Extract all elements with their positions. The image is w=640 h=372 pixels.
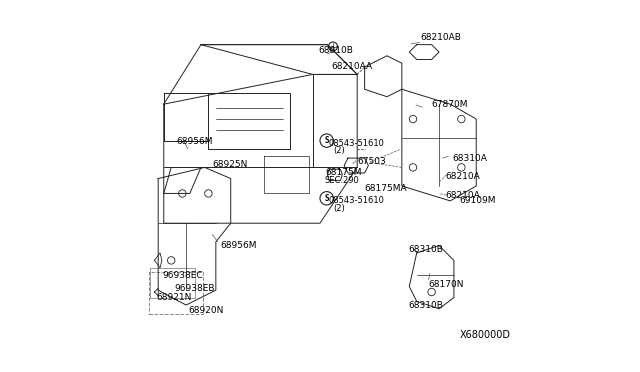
Text: S: S [324,194,329,203]
Text: 68956M: 68956M [220,241,257,250]
Text: 68210A: 68210A [445,172,481,181]
Text: X680000D: X680000D [460,330,511,340]
Text: 68175M: 68175M [325,169,362,177]
Text: S: S [324,136,329,145]
Text: 68920N: 68920N [188,306,223,315]
Text: 68310A: 68310A [452,154,487,163]
Text: 68010B: 68010B [318,46,353,55]
Text: (2): (2) [333,146,345,155]
Text: SEC.290: SEC.290 [324,176,359,185]
Text: (2): (2) [333,204,345,213]
Text: 68310B: 68310B [408,301,444,310]
Text: 67870M: 67870M [431,100,468,109]
Text: 08543-51610: 08543-51610 [328,139,384,148]
Text: 69109M: 69109M [460,196,496,205]
Text: 68310B: 68310B [408,245,444,254]
Text: 68210AB: 68210AB [420,33,461,42]
Text: 68175MA: 68175MA [365,185,407,193]
Text: 68210A: 68210A [445,191,481,200]
Text: 68956M: 68956M [177,137,213,146]
Text: 68170N: 68170N [429,280,464,289]
Text: 67503: 67503 [357,157,386,166]
Text: 68210AA: 68210AA [331,62,372,71]
Text: 96938EC: 96938EC [163,271,204,280]
Bar [149,272,203,314]
Text: 96938EB: 96938EB [174,284,214,293]
Bar [150,268,195,298]
Text: 08543-51610: 08543-51610 [328,196,384,205]
Text: 68925N: 68925N [212,160,248,169]
Text: 68921N: 68921N [156,293,192,302]
